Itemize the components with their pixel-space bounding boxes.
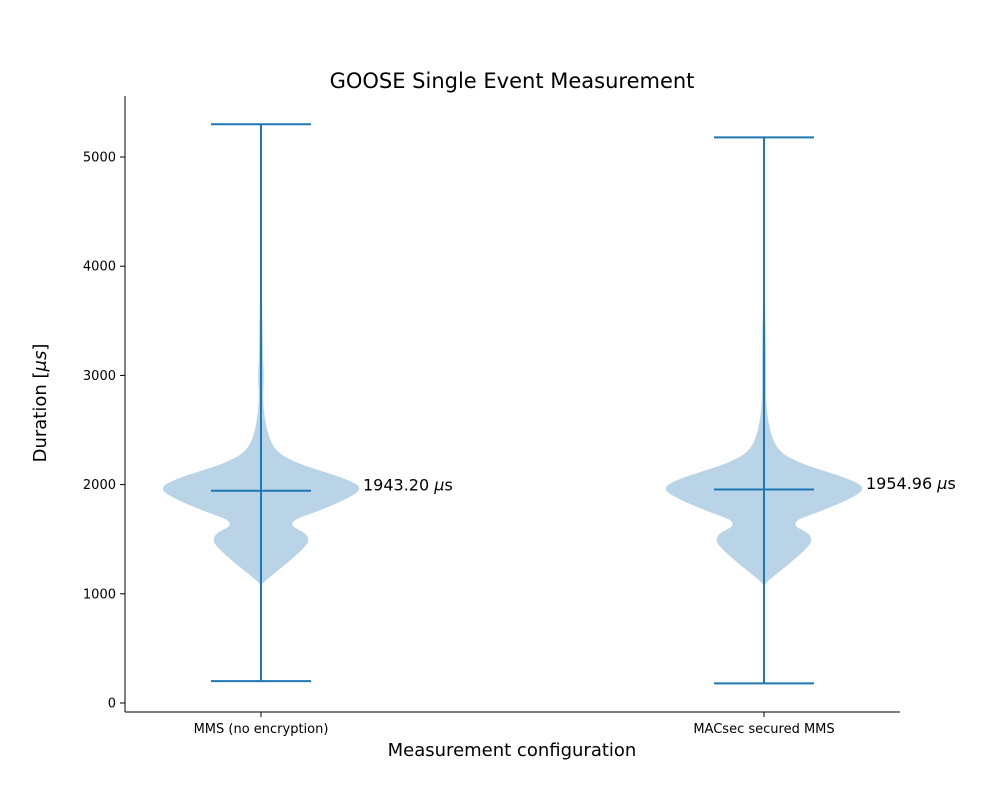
y-axis-label-close: ] <box>30 344 51 351</box>
x-tick-label: MACsec secured MMS <box>693 722 834 737</box>
y-axis-label-text: Duration [ <box>30 371 51 462</box>
median-annotation: 1943.20 μs <box>363 475 453 494</box>
y-tick-label: 2000 <box>83 478 116 493</box>
median-unit-s: s <box>947 474 955 493</box>
median-unit-mu: μ <box>433 475 444 494</box>
axes-layer: 0 1000 2000 3000 4000 5000 MMS (no encryption)… <box>83 96 900 737</box>
y-tick-label: 1000 <box>83 587 116 602</box>
median-value: 1943.20 <box>363 475 434 494</box>
median-unit-s: s <box>444 475 452 494</box>
x-tick-label: MMS (no encryption) <box>194 722 329 737</box>
y-tick-label: 5000 <box>83 151 116 166</box>
median-annotation: 1954.96 μs <box>866 474 956 493</box>
y-tick-label: 4000 <box>83 260 116 275</box>
x-axis-label: Measurement configuration <box>388 740 637 761</box>
median-value: 1954.96 <box>866 474 937 493</box>
chart-title: GOOSE Single Event Measurement <box>330 69 695 93</box>
y-axis-label: Duration [μs] <box>30 344 51 463</box>
y-axis-label-unit: μs <box>30 351 51 373</box>
labels-layer: GOOSE Single Event Measurement Measureme… <box>30 69 694 761</box>
violins-layer: 1943.20 μs 1954.96 μs <box>162 123 956 685</box>
y-tick-label: 0 <box>108 697 116 712</box>
median-unit-mu: μ <box>936 474 947 493</box>
y-tick-label: 3000 <box>83 369 116 384</box>
